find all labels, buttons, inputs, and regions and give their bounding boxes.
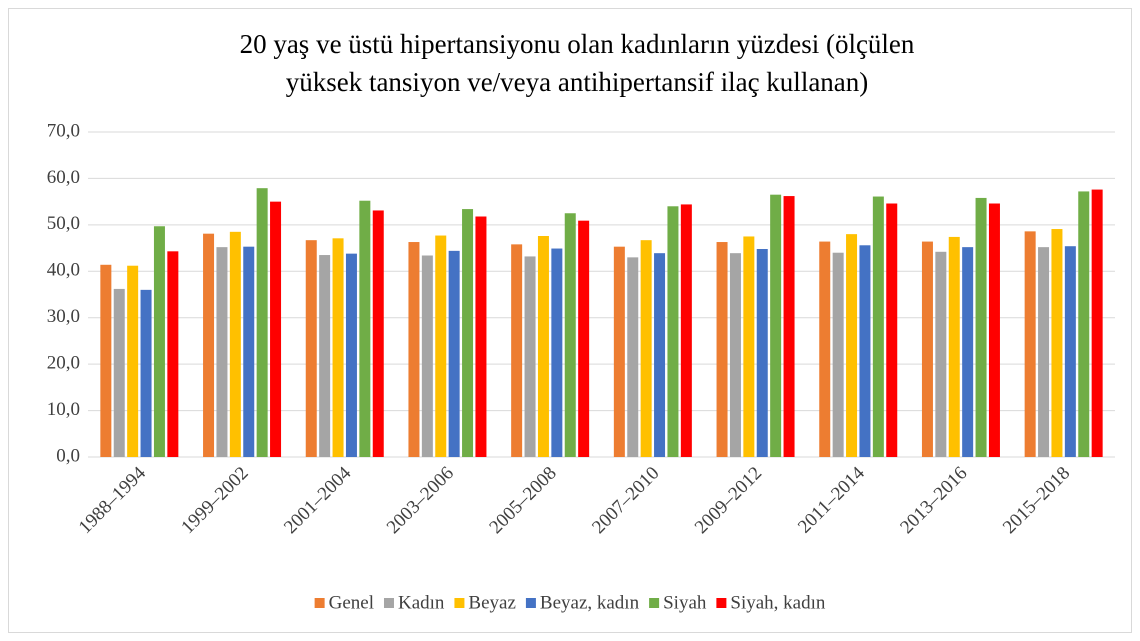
bar	[872, 196, 884, 458]
chart-title: yüksek tansiyon ve/veya antihipertansif …	[286, 67, 869, 97]
legend-label: Beyaz	[468, 592, 515, 613]
legend-swatch	[716, 598, 727, 608]
bar	[537, 236, 549, 457]
bar	[448, 250, 460, 457]
bar	[305, 240, 317, 457]
legend-swatch	[649, 598, 660, 608]
y-tick-label: 10,0	[47, 399, 80, 420]
bar	[613, 246, 625, 457]
bar	[935, 251, 947, 457]
legend-label: Kadın	[398, 592, 445, 613]
bar	[216, 247, 228, 457]
bar	[846, 234, 858, 457]
bar	[372, 210, 384, 457]
bar	[770, 194, 782, 457]
legend-swatch	[454, 598, 465, 608]
bar	[819, 241, 831, 457]
bar	[729, 253, 741, 457]
bar	[551, 248, 563, 457]
bar	[975, 197, 987, 457]
bar	[167, 251, 179, 457]
bar	[475, 216, 487, 457]
bar	[408, 242, 420, 457]
bar	[511, 244, 523, 457]
bar	[345, 253, 357, 457]
y-tick-label: 70,0	[47, 120, 80, 141]
bar	[359, 200, 371, 457]
bar	[948, 236, 960, 457]
bar	[113, 288, 125, 457]
y-tick-label: 40,0	[47, 260, 80, 281]
bar	[332, 238, 344, 457]
bar	[680, 204, 692, 457]
bar	[640, 240, 652, 457]
legend-swatch	[314, 598, 325, 608]
bar	[667, 206, 679, 457]
bar	[1051, 229, 1063, 457]
bar	[100, 264, 112, 457]
bar	[988, 203, 1000, 457]
bar	[716, 242, 728, 457]
bar	[1038, 247, 1050, 457]
bar	[319, 255, 331, 457]
bar	[859, 245, 871, 457]
legend-label: Genel	[329, 592, 374, 613]
legend-label: Siyah, kadın	[730, 592, 825, 613]
bar	[1064, 246, 1076, 457]
legend-swatch	[525, 598, 536, 608]
bar	[462, 209, 474, 457]
bar	[203, 233, 215, 457]
legend-label: Siyah	[663, 592, 707, 613]
bar	[886, 203, 898, 457]
bar	[832, 252, 844, 457]
bar	[435, 235, 447, 457]
bar	[524, 256, 536, 457]
y-tick-label: 20,0	[47, 353, 80, 374]
bar	[1091, 189, 1103, 458]
bar	[140, 289, 152, 457]
chart-title: 20 yaş ve üstü hipertansiyonu olan kadın…	[240, 29, 915, 59]
bar	[421, 255, 433, 457]
bar	[270, 201, 282, 457]
y-tick-label: 0,0	[56, 445, 80, 466]
y-tick-label: 30,0	[47, 306, 80, 327]
bar	[229, 231, 241, 457]
y-tick-label: 60,0	[47, 167, 80, 188]
bar	[756, 249, 768, 457]
bar	[578, 220, 590, 457]
bar	[743, 236, 755, 457]
bar	[256, 188, 268, 457]
legend-swatch	[383, 598, 394, 608]
bar	[243, 246, 255, 457]
bar	[654, 253, 666, 457]
bar	[1078, 191, 1090, 457]
bar	[564, 213, 576, 457]
bar	[962, 247, 974, 457]
bar	[783, 196, 795, 458]
y-tick-label: 50,0	[47, 213, 80, 234]
bar	[127, 265, 139, 457]
bar	[153, 226, 165, 457]
legend-label: Beyaz, kadın	[540, 592, 640, 613]
bar	[627, 257, 639, 457]
bar	[1024, 231, 1036, 457]
bar	[921, 241, 933, 457]
